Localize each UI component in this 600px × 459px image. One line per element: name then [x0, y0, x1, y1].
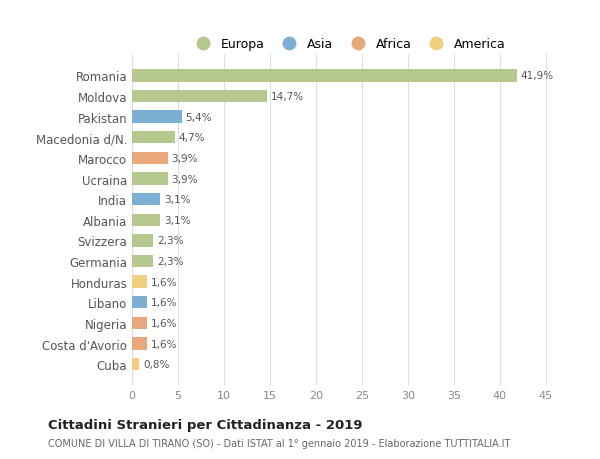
- Text: 1,6%: 1,6%: [151, 318, 177, 328]
- Text: 2,3%: 2,3%: [157, 257, 184, 267]
- Text: 3,1%: 3,1%: [164, 215, 191, 225]
- Bar: [132, 70, 517, 83]
- Text: 1,6%: 1,6%: [151, 277, 177, 287]
- Legend: Europa, Asia, Africa, America: Europa, Asia, Africa, America: [185, 33, 511, 56]
- Bar: [132, 255, 153, 268]
- Text: 14,7%: 14,7%: [271, 92, 304, 102]
- Bar: [132, 111, 182, 123]
- Bar: [132, 358, 139, 370]
- Bar: [132, 132, 175, 144]
- Text: 3,9%: 3,9%: [172, 154, 198, 163]
- Text: 3,1%: 3,1%: [164, 195, 191, 205]
- Bar: [132, 276, 147, 288]
- Text: COMUNE DI VILLA DI TIRANO (SO) - Dati ISTAT al 1° gennaio 2019 - Elaborazione TU: COMUNE DI VILLA DI TIRANO (SO) - Dati IS…: [48, 438, 511, 448]
- Text: 5,4%: 5,4%: [185, 112, 212, 123]
- Bar: [132, 214, 160, 226]
- Text: 1,6%: 1,6%: [151, 297, 177, 308]
- Bar: [132, 173, 168, 185]
- Bar: [132, 152, 168, 165]
- Text: 1,6%: 1,6%: [151, 339, 177, 349]
- Bar: [132, 235, 153, 247]
- Bar: [132, 338, 147, 350]
- Text: 4,7%: 4,7%: [179, 133, 205, 143]
- Text: 3,9%: 3,9%: [172, 174, 198, 184]
- Text: Cittadini Stranieri per Cittadinanza - 2019: Cittadini Stranieri per Cittadinanza - 2…: [48, 418, 362, 431]
- Bar: [132, 194, 160, 206]
- Text: 41,9%: 41,9%: [521, 71, 554, 81]
- Text: 2,3%: 2,3%: [157, 236, 184, 246]
- Bar: [132, 317, 147, 330]
- Bar: [132, 91, 267, 103]
- Bar: [132, 297, 147, 309]
- Text: 0,8%: 0,8%: [143, 359, 169, 369]
